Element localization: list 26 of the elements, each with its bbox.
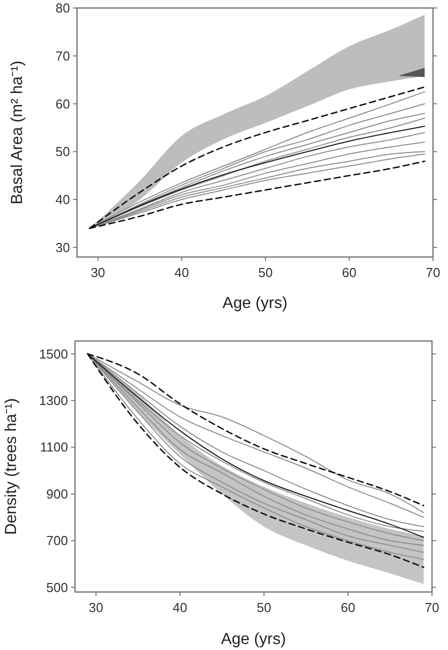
y-tick-label: 70 [56,48,70,64]
y-axis-title: Basal Area (m² ha⁻¹) [9,60,26,204]
y-tick-label: 900 [46,486,68,502]
y-tick-label: 1500 [39,346,68,362]
x-tick-label: 30 [88,600,104,615]
x-tick-label: 40 [172,600,188,615]
y-tick-label: 1100 [40,440,68,455]
y-tick-label: 60 [56,96,70,112]
y-tick-label: 500 [46,580,68,595]
y-tick-label: 80 [56,0,70,16]
x-tick-label: 70 [426,265,440,280]
x-tick-label: 30 [90,265,106,280]
x-tick-label: 50 [256,600,272,615]
y-tick-label: 30 [56,240,70,255]
x-tick-label: 60 [342,265,356,280]
x-tick-label: 40 [174,265,189,280]
y-tick-label: 40 [56,192,70,208]
x-axis-title: Age (yrs) [222,295,288,312]
x-tick-label: 70 [424,600,440,615]
y-tick-label: 50 [56,144,70,160]
x-tick-label: 50 [258,265,273,280]
x-tick-label: 60 [340,600,356,615]
x-axis-title: Age (yrs) [221,631,286,648]
y-tick-label: 1300 [39,393,68,408]
y-tick-label: 700 [46,533,68,548]
y-axis-title: Density (trees ha⁻¹) [3,398,20,535]
